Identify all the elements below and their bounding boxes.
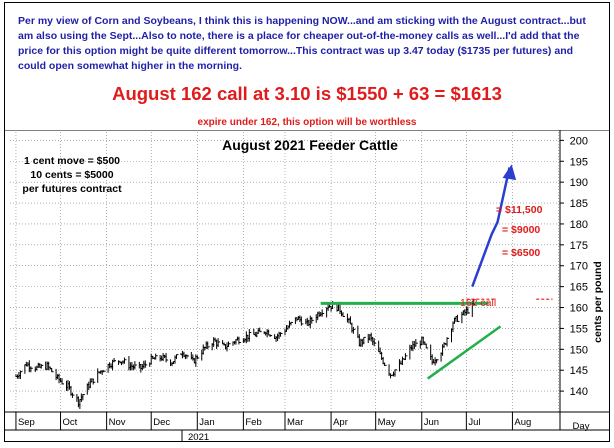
price-bars bbox=[16, 300, 476, 409]
x-tick-label: Jun bbox=[424, 417, 439, 428]
x-tick-label: Sep bbox=[18, 417, 35, 428]
x-tick-label: May bbox=[378, 417, 396, 428]
y-tick-label: 165 bbox=[570, 282, 588, 294]
chart-text: August 2021 Feeder Cattle 1 cent move = … bbox=[22, 137, 604, 442]
contract-note-line-3: per futures contract bbox=[22, 183, 122, 195]
y-axis-label: cents per pound bbox=[592, 261, 604, 343]
intro-text: Per my view of Corn and Soybeans, I thin… bbox=[18, 14, 596, 74]
x-axis-label: Day bbox=[573, 421, 590, 432]
x-tick-label: Jul bbox=[468, 417, 480, 428]
x-tick-label: Jan bbox=[199, 417, 214, 428]
x-axis-subtitle: 2021 bbox=[188, 432, 209, 442]
y-tick-label: 195 bbox=[570, 156, 588, 168]
x-tick-label: Oct bbox=[63, 417, 78, 428]
notes-panel: Per my view of Corn and Soybeans, I thin… bbox=[4, 2, 610, 130]
y-tick-label: 140 bbox=[570, 386, 588, 398]
x-tick-label: Dec bbox=[153, 417, 170, 428]
x-tick-label: Feb bbox=[245, 417, 261, 428]
y-tick-label: 180 bbox=[570, 219, 588, 231]
target-label-3: = $6500 bbox=[502, 247, 540, 259]
y-tick-label: 190 bbox=[570, 177, 588, 189]
target-label-2: = $9000 bbox=[502, 224, 540, 236]
y-tick-label: 155 bbox=[570, 323, 588, 335]
headline: August 162 call at 3.10 is $1550 + 63 = … bbox=[4, 83, 610, 105]
y-tick-label: 160 bbox=[570, 303, 588, 315]
y-tick-label: 150 bbox=[570, 344, 588, 356]
target-label-1: = $11,500 bbox=[496, 204, 543, 216]
chart-title: August 2021 Feeder Cattle bbox=[222, 137, 398, 153]
contract-note-line-2: 10 cents = $5000 bbox=[30, 169, 113, 181]
price-chart: 140 145 150 155 160 165 170 175 180 185 190 195 200 S… bbox=[4, 130, 610, 442]
x-tick-label: Nov bbox=[109, 417, 126, 428]
contract-note-line-1: 1 cent move = $500 bbox=[24, 155, 120, 167]
expire-note: expire under 162, this option will be wo… bbox=[4, 117, 610, 128]
y-tick-label: 175 bbox=[570, 240, 588, 252]
y-tick-label: 185 bbox=[570, 198, 588, 210]
x-tick-label: Aug bbox=[514, 417, 531, 428]
x-tick-label: Apr bbox=[333, 417, 348, 428]
support-trendline bbox=[428, 326, 501, 378]
projection-arrowhead bbox=[503, 166, 515, 180]
y-tick-label: 170 bbox=[570, 261, 588, 273]
trend-lines bbox=[321, 166, 553, 379]
x-tick-label: Mar bbox=[287, 417, 303, 428]
strike-call-label: 162 call bbox=[460, 297, 496, 309]
y-tick-label: 200 bbox=[570, 135, 588, 147]
y-tick-label: 145 bbox=[570, 365, 588, 377]
